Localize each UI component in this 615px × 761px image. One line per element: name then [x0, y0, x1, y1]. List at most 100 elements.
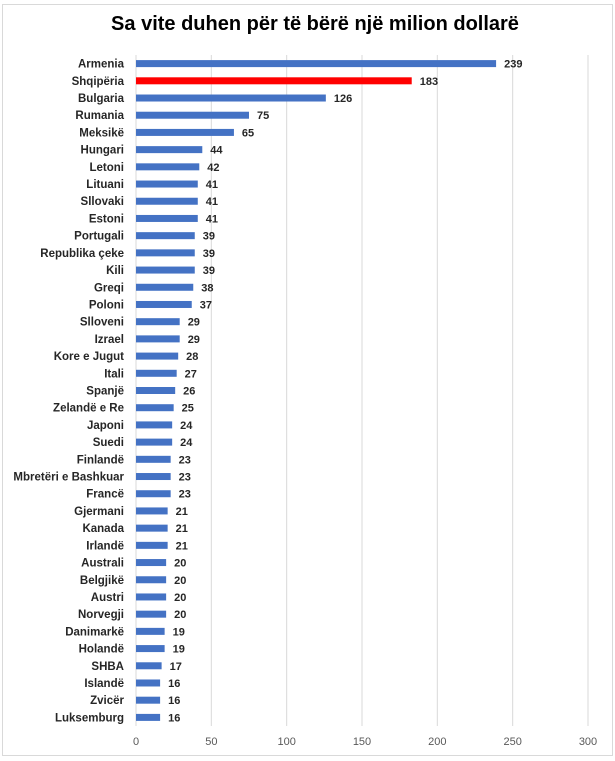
category-label: Kore e Jugut	[54, 351, 124, 363]
bar	[136, 576, 167, 584]
data-label: 75	[257, 110, 269, 122]
data-label: 39	[203, 248, 215, 260]
category-label: Spanjë	[86, 386, 124, 398]
bar	[136, 455, 171, 463]
category-label: Slloveni	[80, 317, 124, 329]
category-label: Norvegji	[78, 609, 124, 621]
x-tick-label: 150	[353, 736, 371, 748]
category-label: Greqi	[94, 282, 124, 294]
bar	[136, 679, 161, 687]
category-label: Republika çeke	[40, 248, 124, 260]
bar	[136, 438, 173, 446]
category-label: Lituani	[86, 179, 124, 191]
x-tick-label: 200	[428, 736, 446, 748]
data-label: 20	[174, 575, 186, 587]
bar	[136, 610, 167, 618]
data-label: 16	[168, 712, 180, 724]
x-tick-label: 300	[579, 736, 597, 748]
data-label: 20	[174, 592, 186, 604]
data-label: 21	[176, 506, 188, 518]
data-label: 21	[176, 540, 188, 552]
data-label: 20	[174, 609, 186, 621]
category-label: Izrael	[95, 334, 124, 346]
data-label: 27	[185, 368, 197, 380]
data-label: 17	[170, 661, 182, 673]
data-label: 26	[183, 386, 195, 398]
data-label: 126	[334, 93, 352, 105]
category-label: Islandë	[84, 678, 124, 690]
bar	[136, 713, 161, 721]
bar	[136, 421, 173, 429]
bar	[136, 111, 249, 119]
data-label: 37	[200, 299, 212, 311]
data-label: 38	[201, 282, 213, 294]
category-label: Bulgaria	[78, 93, 125, 105]
data-label: 42	[207, 162, 219, 174]
category-label: Australi	[81, 558, 124, 570]
category-label: Mbretëri e Bashkuar	[13, 472, 124, 484]
bar	[136, 77, 412, 85]
x-tick-label: 50	[205, 736, 217, 748]
bar	[136, 387, 176, 394]
x-tick-label: 100	[277, 736, 295, 748]
category-label: Shqipëria	[72, 76, 125, 88]
bar	[136, 60, 497, 68]
category-label: Sllovaki	[81, 196, 124, 208]
data-label: 41	[206, 196, 218, 208]
category-label: Portugali	[74, 231, 124, 243]
data-label: 65	[242, 127, 254, 139]
data-label: 21	[176, 523, 188, 535]
category-label: Meksikë	[79, 127, 124, 139]
category-label: Finlandë	[77, 454, 124, 466]
category-label: Letoni	[90, 162, 125, 174]
category-label: Belgjikë	[80, 575, 124, 587]
category-label: Armenia	[78, 59, 125, 71]
data-label: 28	[186, 351, 198, 363]
category-label: Estoni	[89, 213, 124, 225]
bar	[136, 266, 195, 274]
bar	[136, 249, 195, 257]
bar	[136, 369, 177, 377]
data-label: 29	[188, 334, 200, 346]
bar	[136, 300, 192, 308]
category-label: SHBA	[91, 661, 124, 673]
category-label: Irlandë	[86, 540, 124, 552]
bar	[136, 283, 194, 291]
category-label: Zelandë e Re	[53, 403, 124, 415]
data-label: 44	[210, 145, 223, 157]
category-label: Hungari	[81, 145, 124, 157]
category-label: Rumania	[75, 110, 124, 122]
bar	[136, 352, 179, 360]
x-tick-label: 250	[503, 736, 521, 748]
bar	[136, 662, 162, 670]
data-label: 16	[168, 695, 180, 707]
data-label: 29	[188, 317, 200, 329]
category-label: Itali	[104, 368, 124, 380]
category-label: Danimarkë	[65, 626, 124, 638]
category-label: Francë	[86, 489, 124, 501]
bar	[136, 335, 180, 343]
category-label: Zvicër	[90, 695, 124, 707]
data-label: 16	[168, 678, 180, 690]
bar	[136, 163, 200, 171]
category-label: Kanada	[82, 523, 124, 535]
bar	[136, 318, 180, 326]
bar	[136, 559, 167, 567]
chart-area[interactable]: Sa vite duhen për të bërë një milion dol…	[2, 4, 613, 756]
data-label: 25	[182, 403, 194, 415]
bar	[136, 593, 167, 601]
bar	[136, 490, 171, 498]
bar-chart: Sa vite duhen për të bërë një milion dol…	[13, 13, 597, 748]
category-label: Suedi	[93, 437, 124, 449]
bar	[136, 507, 168, 515]
category-label: Kili	[106, 265, 124, 277]
data-label: 23	[179, 472, 191, 484]
data-label: 19	[173, 626, 185, 638]
x-tick-label: 0	[133, 736, 139, 748]
bar	[136, 473, 171, 481]
bar	[136, 214, 198, 222]
data-label: 19	[173, 644, 185, 656]
bar	[136, 197, 198, 205]
category-label: Gjermani	[74, 506, 124, 518]
